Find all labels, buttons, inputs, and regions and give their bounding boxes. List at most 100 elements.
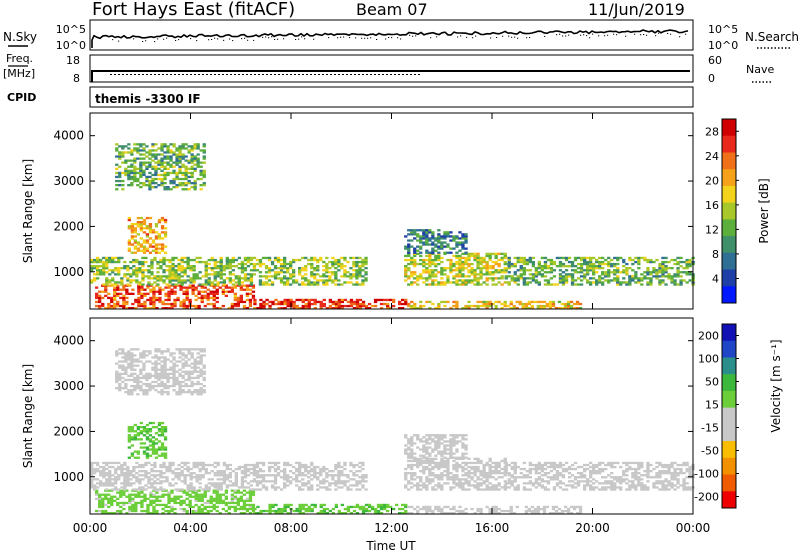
echo-cell xyxy=(431,241,435,244)
echo-cell xyxy=(428,271,432,274)
echo-cell xyxy=(592,478,596,481)
echo-cell xyxy=(455,474,459,477)
echo-cell xyxy=(136,456,140,459)
echo-cell xyxy=(452,235,456,238)
echo-cell xyxy=(598,265,602,268)
echo-cell xyxy=(200,298,204,302)
echo-cell xyxy=(301,269,305,272)
echo-cell xyxy=(215,300,219,304)
echo-cell xyxy=(243,262,248,266)
echo-cell xyxy=(413,281,417,284)
echo-cell xyxy=(531,265,535,268)
echo-cell xyxy=(422,262,426,266)
echo-cell xyxy=(404,254,408,258)
echo-cell xyxy=(625,273,629,276)
echo-cell xyxy=(187,167,191,170)
echo-cell xyxy=(676,271,680,274)
echo-cell xyxy=(497,461,501,465)
echo-cell xyxy=(156,267,160,270)
echo-cell xyxy=(685,467,689,471)
echo-cell xyxy=(479,459,483,463)
echo-cell xyxy=(425,512,429,515)
echo-cell xyxy=(212,290,216,293)
echo-cell xyxy=(664,269,668,272)
echo-cell xyxy=(240,269,245,272)
echo-cell xyxy=(203,505,207,509)
echo-cell xyxy=(99,269,103,272)
echo-cell xyxy=(209,505,213,509)
echo-cell xyxy=(355,277,359,280)
echo-cell xyxy=(404,486,408,489)
echo-cell xyxy=(534,482,538,485)
echo-cell xyxy=(416,476,420,479)
echo-cell xyxy=(307,488,311,491)
echo-cell xyxy=(586,265,590,268)
echo-cell xyxy=(592,256,596,260)
echo-cell xyxy=(146,286,150,289)
echo-cell xyxy=(455,470,459,473)
echo-cell xyxy=(101,512,105,515)
echo-cell xyxy=(452,239,456,242)
echo-cell xyxy=(431,273,435,276)
echo-cell xyxy=(301,277,305,280)
echo-cell xyxy=(516,277,520,280)
echo-cell xyxy=(494,463,498,467)
echo-cell xyxy=(401,298,405,302)
echo-cell xyxy=(661,279,665,282)
echo-cell xyxy=(126,482,130,485)
echo-cell xyxy=(237,467,241,471)
echo-cell xyxy=(673,478,677,481)
echo-cell xyxy=(485,488,489,491)
echo-cell xyxy=(243,470,248,473)
echo-cell xyxy=(163,143,167,146)
echo-cell xyxy=(343,474,347,477)
echo-cell xyxy=(543,480,548,483)
echo-cell xyxy=(364,488,368,491)
echo-cell xyxy=(175,155,179,158)
echo-cell xyxy=(619,488,623,491)
echo-cell xyxy=(213,279,217,282)
echo-cell xyxy=(246,265,251,268)
echo-cell xyxy=(361,463,365,467)
echo-cell xyxy=(95,493,99,496)
echo-cell xyxy=(196,143,200,146)
echo-cell xyxy=(279,279,284,282)
echo-cell xyxy=(455,283,459,286)
echo-cell xyxy=(355,484,359,487)
echo-cell xyxy=(488,486,492,489)
echo-cell xyxy=(667,484,671,487)
echo-cell xyxy=(628,279,632,282)
echo-cell xyxy=(440,509,444,513)
echo-cell xyxy=(434,474,438,477)
echo-cell xyxy=(452,269,456,272)
echo-cell xyxy=(166,157,170,160)
echo-cell xyxy=(177,262,181,266)
echo-cell xyxy=(255,484,260,487)
colorbar-tick-label: 16 xyxy=(705,199,719,212)
echo-cell xyxy=(358,256,362,260)
echo-cell xyxy=(343,273,347,276)
echo-cell xyxy=(355,512,360,515)
echo-cell xyxy=(237,281,241,284)
echo-cell xyxy=(524,304,528,308)
echo-cell xyxy=(128,284,132,287)
echo-cell xyxy=(595,271,599,274)
echo-cell xyxy=(661,273,665,276)
echo-cell xyxy=(334,505,338,509)
echo-cell xyxy=(295,467,299,471)
echo-cell xyxy=(488,467,492,471)
echo-cell xyxy=(197,505,201,509)
echo-cell xyxy=(479,275,483,278)
echo-cell xyxy=(173,501,177,505)
echo-cell xyxy=(637,476,641,479)
echo-cell xyxy=(452,275,456,278)
echo-cell xyxy=(607,262,611,266)
echo-cell xyxy=(552,269,557,272)
echo-cell xyxy=(173,512,177,515)
echo-cell xyxy=(352,265,356,268)
echo-cell xyxy=(649,273,653,276)
echo-cell xyxy=(197,296,201,300)
echo-cell xyxy=(146,503,150,507)
echo-cell xyxy=(153,256,157,260)
